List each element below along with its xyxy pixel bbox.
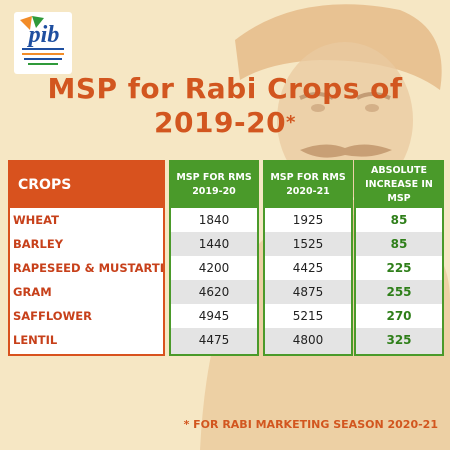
crop-name: WHEAT — [13, 213, 60, 227]
title-asterisk: * — [286, 112, 296, 133]
increase-value: 270 — [386, 309, 412, 323]
msp-table: CROPS WHEAT BARLEY RAPESEED & MUSTARTD O… — [8, 160, 444, 356]
msp-2020-21-value: 1925 — [292, 213, 324, 227]
msp-2020-21-value: 5215 — [292, 309, 324, 323]
msp-2019-20-value: 1840 — [198, 213, 230, 227]
increase-value: 225 — [386, 261, 412, 275]
msp-2019-20-value: 4945 — [198, 309, 230, 323]
msp-2020-21-header: MSP FOR RMS 2020-21 — [265, 162, 351, 208]
crop-name: BARLEY — [13, 237, 64, 251]
title-year: 2019-20 — [154, 106, 287, 139]
msp-2019-20-header: MSP FOR RMS 2019-20 — [171, 162, 257, 208]
crops-column: CROPS WHEAT BARLEY RAPESEED & MUSTARTD O… — [8, 160, 165, 356]
increase-value: 255 — [356, 280, 442, 304]
crop-name: RAPESEED & MUSTARTD OIL — [13, 261, 163, 275]
msp-2019-20-value: 4200 — [198, 261, 230, 275]
svg-text:pib: pib — [27, 22, 60, 48]
msp-2020-21-value: 1525 — [265, 232, 351, 256]
msp-2019-20-column: MSP FOR RMS 2019-20 1840 1440 4200 4620 … — [169, 160, 259, 356]
msp-2019-20-value: 4475 — [171, 328, 257, 354]
increase-header: ABSOLUTE INCREASE IN MSP — [356, 162, 442, 208]
footnote: * FOR RABI MARKETING SEASON 2020-21 — [183, 418, 438, 431]
msp-2020-21-value: 4800 — [265, 328, 351, 354]
crop-name: LENTIL — [13, 333, 58, 347]
msp-2020-21-column: MSP FOR RMS 2020-21 1925 1525 4425 4875 … — [263, 160, 353, 356]
increase-value: 85 — [356, 232, 442, 256]
title-line-2: 2019-20* — [0, 106, 450, 140]
page-title: MSP for Rabi Crops of 2019-20* — [0, 72, 450, 140]
crop-name: SAFFLOWER — [13, 309, 92, 323]
msp-2020-21-value: 4875 — [265, 280, 351, 304]
msp-2019-20-value: 1440 — [171, 232, 257, 256]
crops-header: CROPS — [10, 162, 163, 208]
crop-name: GRAM — [13, 285, 52, 299]
msp-2019-20-value: 4620 — [171, 280, 257, 304]
increase-value: 325 — [356, 328, 442, 354]
increase-value: 85 — [390, 213, 408, 227]
increase-column: ABSOLUTE INCREASE IN MSP 85 85 225 255 2… — [354, 160, 444, 356]
pib-logo: pib — [14, 12, 72, 74]
msp-2020-21-value: 4425 — [292, 261, 324, 275]
title-line-1: MSP for Rabi Crops of — [47, 72, 403, 105]
pib-logo-graphic: pib — [20, 16, 64, 65]
